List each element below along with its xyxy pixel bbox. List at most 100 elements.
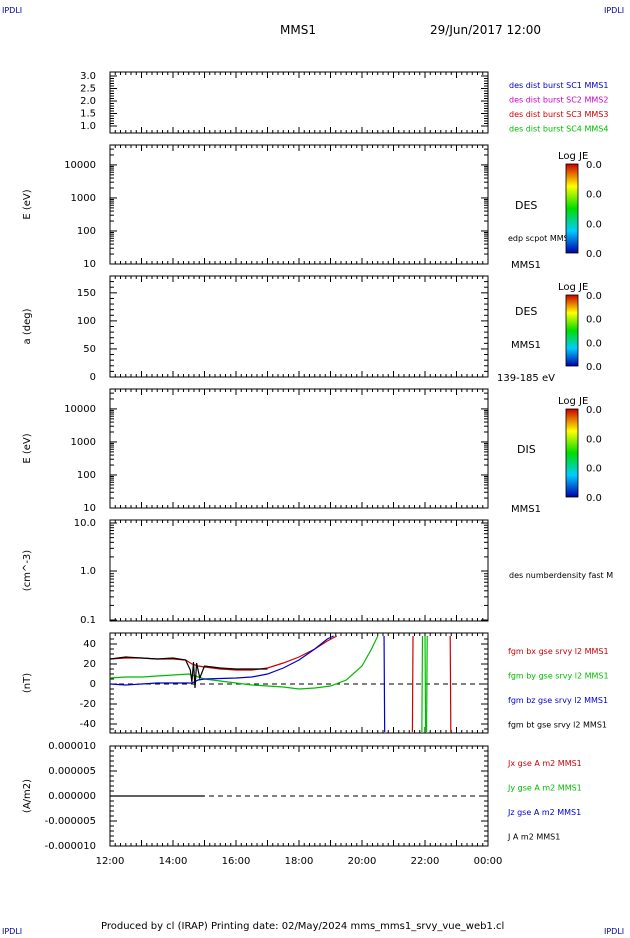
corner-label-top-right: IPDLI	[604, 6, 624, 15]
panel-dis-energy-tick-label: 1000	[71, 437, 96, 448]
panel-pitch-tick-label: 0	[90, 372, 96, 383]
panel-des-energy-tick-label: 1000	[71, 193, 96, 204]
panel-current-tick-label: -0.000010	[45, 841, 96, 852]
panel-current-tick-label: 0.000000	[48, 791, 96, 802]
panel-bfield-ylabel: (nT)	[22, 673, 33, 693]
bfield-spike-bz	[383, 635, 386, 733]
colorbar-dis-energy-tick-label: 0.0	[586, 405, 602, 416]
bfield-legend-item: fgm bz gse srvy l2 MMS1	[508, 696, 608, 705]
panel-burst-frame	[109, 71, 489, 134]
bfield-legend-item: fgm bx gse srvy l2 MMS1	[508, 647, 609, 656]
burst-legend-item: des dist burst SC3 MMS3	[509, 110, 608, 119]
time-tick-label: 16:00	[222, 856, 251, 867]
page-datetime: 29/Jun/2017 12:00	[430, 23, 541, 37]
colorbar-dis-energy-tick-label: 0.0	[586, 434, 602, 445]
bfield-series-group	[110, 635, 452, 733]
colorbar-pitch-tick-label: 0.0	[586, 291, 602, 302]
colorbar-pitch-bar	[565, 294, 579, 367]
colorbar-des-energy-tick-label: 0.0	[586, 219, 602, 230]
bfield-spike-by	[425, 635, 428, 733]
bfield-series-bt	[110, 656, 268, 689]
panel-pitch-tick-label: 100	[77, 316, 96, 327]
panel-dis-energy-tick-label: 100	[77, 470, 96, 481]
panels-group: 12:00 14:00 16:00 18:00 20:00 22:00 00:00 3.0 2.…	[22, 71, 613, 867]
bfield-spike-bx	[449, 635, 452, 733]
panel-burst-tick-label: 1.5	[80, 109, 96, 120]
panel-density-ylabel: (cm^-3)	[22, 550, 33, 591]
panel-burst-tick-label: 2.5	[80, 84, 96, 95]
panel-pitch-ylabel: a (deg)	[22, 308, 33, 344]
panel-current-tick-label: 0.000010	[48, 741, 96, 752]
colorbar-des-energy-tick-label: 0.0	[586, 249, 602, 260]
page-title: MMS1	[280, 23, 316, 37]
panel-dis-energy-label: DIS	[517, 443, 536, 456]
panel-pitch-sublabel: MMS1	[511, 340, 541, 351]
time-tick-label: 18:00	[285, 856, 314, 867]
panel-des-energy-ylabel: E (eV)	[22, 189, 33, 219]
panel-des-energy-tick-label: 10	[83, 259, 96, 270]
burst-legend-item: des dist burst SC1 MMS1	[509, 81, 608, 90]
time-tick-label: 20:00	[348, 856, 377, 867]
colorbar-pitch-title: Log JE	[558, 282, 588, 293]
time-tick-label: 00:00	[474, 856, 503, 867]
panel-bfield-tick-label: 20	[83, 659, 96, 670]
bfield-legend-item: fgm bt gse srvy l2 MMS1	[508, 721, 607, 730]
panel-pitch-bottom-label: 139-185 eV	[497, 373, 555, 384]
panel-density-tick-label: 0.1	[80, 615, 96, 626]
panel-des-energy-tick-label: 10000	[64, 160, 96, 171]
panel-bfield-tick-label: 40	[83, 639, 96, 650]
corner-label-bottom-right: IPDLI	[604, 927, 624, 934]
panel-bfield-tick-label: -40	[80, 719, 96, 730]
colorbar-pitch-tick-label: 0.0	[586, 315, 602, 326]
colorbar-des-energy-tick-label: 0.0	[586, 160, 602, 171]
current-legend-item: J A m2 MMS1	[507, 833, 560, 842]
corner-label-bottom-left: IPDLI	[2, 927, 22, 934]
colorbar-dis-energy-bar	[565, 408, 579, 498]
panel-dis-energy-bottom-label: MMS1	[511, 504, 541, 515]
burst-legend-item: des dist burst SC4 MMS4	[509, 125, 608, 134]
colorbar-des-energy-tick-label: 0.0	[586, 190, 602, 201]
panel-current-tick-label: -0.000005	[45, 816, 96, 827]
panel-pitch-label: DES	[515, 305, 537, 318]
time-tick-label: 22:00	[411, 856, 440, 867]
bfield-spike-bx	[411, 635, 414, 733]
panel-dis-energy-tick-label: 10	[83, 503, 96, 514]
time-tick-label: 14:00	[159, 856, 188, 867]
panel-des-energy-label: DES	[515, 199, 537, 212]
colorbar-dis-energy-tick-label: 0.0	[586, 493, 602, 504]
bfield-series-bx	[110, 635, 338, 671]
panel-des-energy-tick-label: 100	[77, 226, 96, 237]
current-legend-item: Jx gse A m2 MMS1	[507, 759, 582, 768]
colorbar-pitch-tick-label: 0.0	[586, 362, 602, 373]
colorbar-dis-energy-title: Log JE	[558, 396, 588, 407]
panel-density-tick-label: 10.0	[74, 518, 96, 529]
panel-density-frame	[109, 519, 489, 622]
time-tick-label: 12:00	[96, 856, 125, 867]
panel-bfield-tick-label: -20	[80, 699, 96, 710]
burst-legend-item: des dist burst SC2 MMS2	[509, 96, 608, 105]
bfield-legend-item: fgm by gse srvy l2 MMS1	[508, 672, 609, 681]
panel-des-energy-bottom-label: MMS1	[511, 260, 541, 271]
panel-bfield-tick-label: 0	[90, 679, 96, 690]
current-legend-item: Jy gse A m2 MMS1	[507, 784, 582, 793]
corner-label-top-left: IPDLI	[2, 6, 22, 15]
panel-pitch-frame	[109, 275, 489, 378]
panel-current-ylabel: (A/m2)	[22, 779, 33, 813]
panel-pitch-tick-label: 150	[77, 288, 96, 299]
bfield-spike-by	[421, 635, 424, 733]
panel-des-energy-frame	[109, 144, 489, 265]
bfield-series-bz	[110, 635, 334, 686]
colorbar-des-energy-title: Log JE	[558, 151, 588, 162]
panel-density-legend: des numberdensity fast M	[509, 571, 613, 580]
colorbar-dis-energy-tick-label: 0.0	[586, 464, 602, 475]
panel-des-energy-sublabel: edp scpot MMS1	[508, 234, 574, 243]
panel-dis-energy-tick-label: 10000	[64, 404, 96, 415]
panel-burst-tick-label: 1.0	[80, 121, 96, 132]
panel-dis-energy-ylabel: E (eV)	[22, 433, 33, 463]
bfield-spike-by	[424, 635, 427, 733]
panel-current-tick-label: 0.000005	[48, 766, 96, 777]
colorbar-des-energy-bar	[565, 163, 579, 254]
footer-text: Produced by cl (IRAP) Printing date: 02/…	[101, 921, 504, 932]
panel-dis-energy-frame	[109, 388, 489, 509]
